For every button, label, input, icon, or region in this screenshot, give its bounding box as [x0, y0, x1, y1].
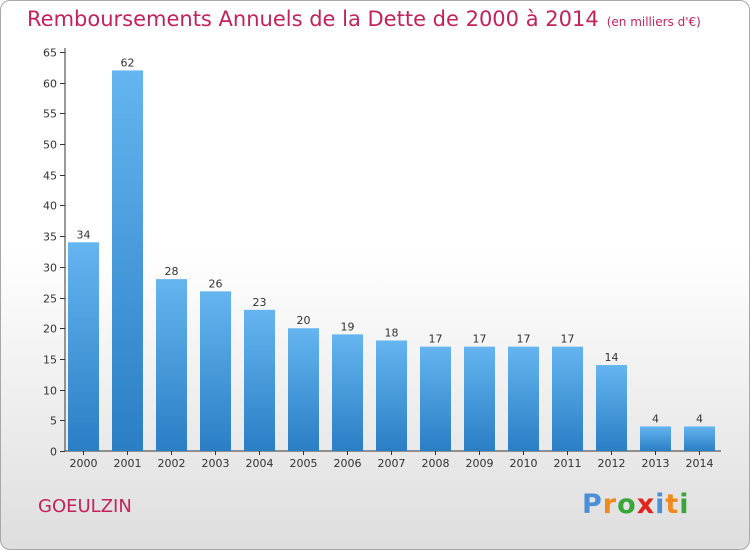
y-tick-label: 35: [43, 231, 57, 244]
bar-2008: [420, 346, 451, 451]
bar-2000: [68, 242, 99, 451]
bar-2001: [112, 70, 143, 452]
bar-2011: [552, 346, 583, 451]
logo-letter: o: [617, 489, 637, 520]
bar-2010: [508, 346, 539, 451]
data-label-2014: 4: [696, 412, 703, 425]
data-label-2003: 26: [209, 277, 223, 290]
logo-letter: i: [655, 489, 666, 520]
y-tick-label: 40: [43, 200, 57, 213]
data-label-2002: 28: [165, 265, 179, 278]
x-tick-label-2012: 2012: [598, 457, 626, 470]
data-label-2008: 17: [429, 333, 443, 346]
x-tick-label-2000: 2000: [70, 457, 98, 470]
chart-labels: 34 2000 62 2001 28 2002 26 2003 23 2004 20 2005 19 20…: [70, 56, 714, 470]
y-tick-label: 65: [43, 47, 57, 60]
chart-axes: 0 5 10 15 20 25 30 35 40 45 50 55 60 65: [43, 47, 721, 459]
data-label-2001: 62: [121, 56, 135, 69]
data-label-2007: 18: [385, 327, 399, 340]
logo-letter: t: [665, 489, 680, 520]
data-label-2010: 17: [517, 333, 531, 346]
y-tick-label: 30: [43, 262, 57, 275]
location-name: GOEULZIN: [38, 496, 132, 517]
chart-bars: [68, 70, 715, 452]
x-tick-label-2005: 2005: [290, 457, 318, 470]
logo-letter: r: [602, 489, 618, 520]
x-tick-label-2004: 2004: [246, 457, 274, 470]
x-tick-label-2013: 2013: [642, 457, 670, 470]
x-tick-label-2006: 2006: [334, 457, 362, 470]
bar-2004: [244, 309, 275, 451]
data-label-2006: 19: [341, 320, 355, 333]
bar-2013: [640, 426, 671, 451]
y-tick-label: 20: [43, 323, 57, 336]
data-label-2013: 4: [652, 412, 659, 425]
data-label-2000: 34: [77, 228, 91, 241]
data-label-2005: 20: [297, 314, 311, 327]
x-tick-label-2003: 2003: [202, 457, 230, 470]
chart-title: Remboursements Annuels de la Dette de 20…: [27, 7, 701, 31]
bar-2002: [156, 279, 187, 451]
data-label-2012: 14: [605, 351, 619, 364]
logo-letter: P: [582, 489, 603, 520]
logo-letter: i: [679, 489, 690, 520]
x-tick-label-2010: 2010: [510, 457, 538, 470]
proxiti-logo: Proxiti: [582, 489, 690, 520]
bar-2012: [596, 365, 627, 451]
y-tick-label: 25: [43, 293, 57, 306]
bar-2009: [464, 346, 495, 451]
y-tick-label: 5: [50, 415, 57, 428]
chart-subtitle: (en milliers d'€): [606, 15, 701, 29]
x-tick-label-2011: 2011: [554, 457, 582, 470]
x-tick-label-2008: 2008: [422, 457, 450, 470]
y-tick-label: 0: [50, 446, 57, 459]
data-label-2009: 17: [473, 333, 487, 346]
y-tick-label: 60: [43, 78, 57, 91]
y-tick-label: 45: [43, 170, 57, 183]
data-label-2011: 17: [561, 333, 575, 346]
bar-2003: [200, 291, 231, 451]
bar-2005: [288, 328, 319, 451]
bar-2014: [684, 426, 715, 451]
x-tick-label-2014: 2014: [686, 457, 714, 470]
y-tick-label: 10: [43, 385, 57, 398]
y-tick-label: 55: [43, 108, 57, 121]
y-tick-label: 15: [43, 354, 57, 367]
y-tick-label: 50: [43, 139, 57, 152]
x-tick-label-2009: 2009: [466, 457, 494, 470]
data-label-2004: 23: [253, 296, 267, 309]
chart-title-text: Remboursements Annuels de la Dette de 20…: [27, 7, 599, 31]
bar-2007: [376, 340, 407, 451]
bar-2006: [332, 334, 363, 451]
logo-letter: x: [636, 489, 656, 520]
x-tick-label-2002: 2002: [158, 457, 186, 470]
x-tick-label-2001: 2001: [114, 457, 142, 470]
x-tick-label-2007: 2007: [378, 457, 406, 470]
